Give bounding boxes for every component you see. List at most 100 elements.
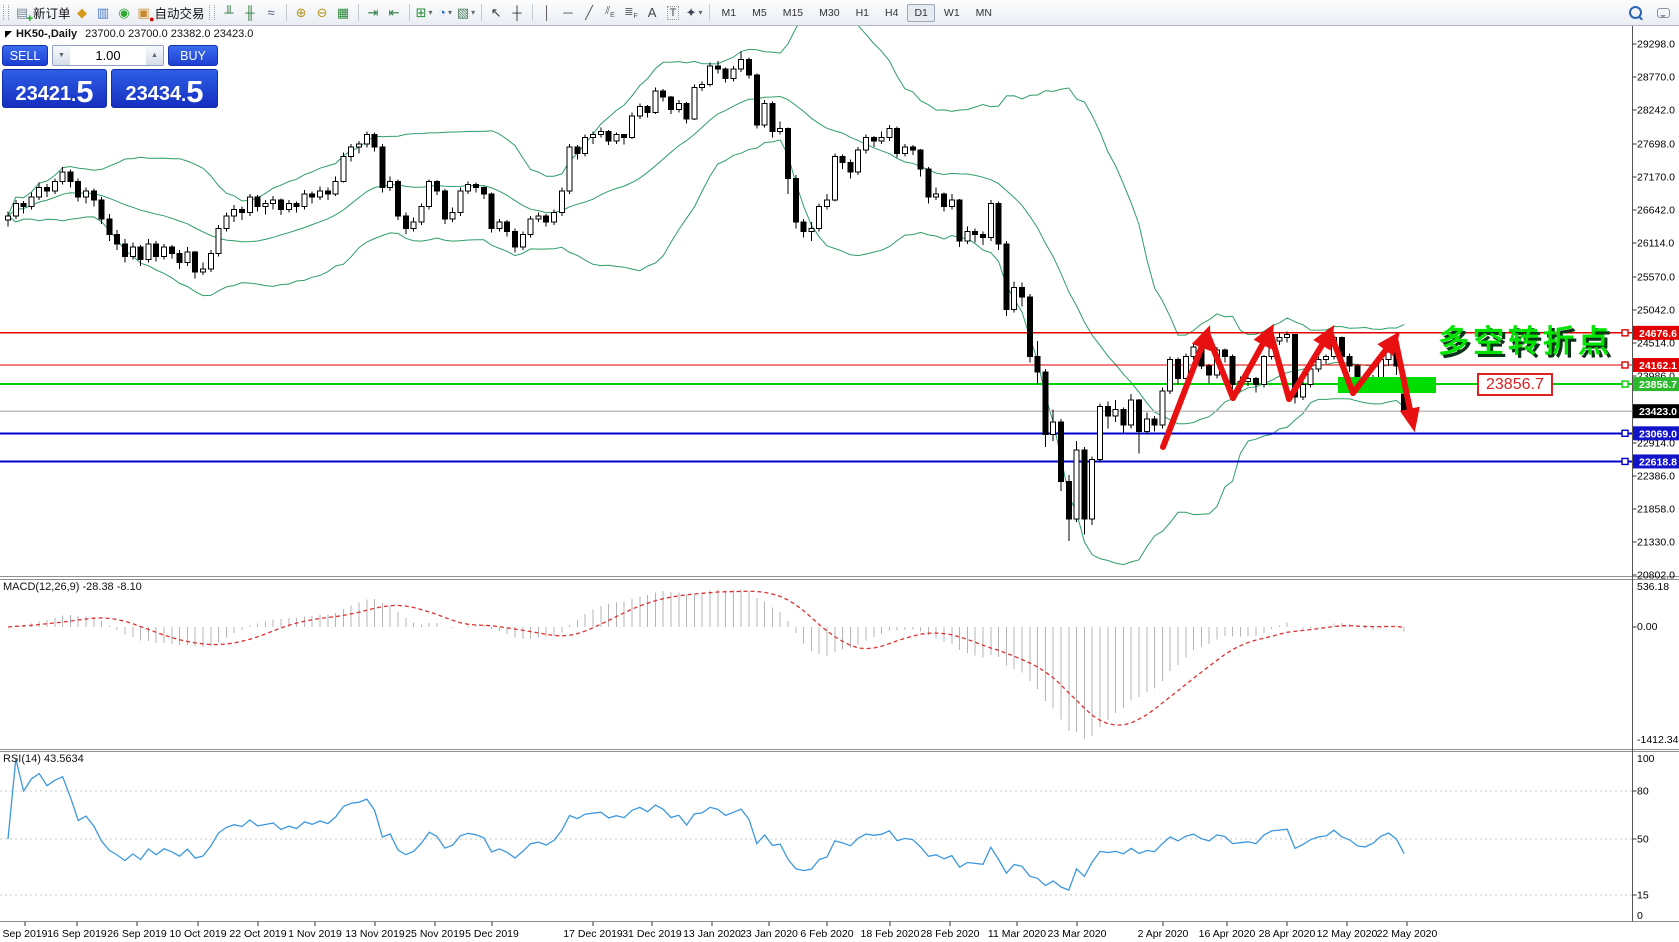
line-object-marker[interactable] — [1621, 329, 1629, 337]
market-watch-button[interactable]: ▥ — [94, 3, 113, 22]
timeframe-button-D1[interactable]: D1 — [907, 3, 935, 22]
price-axis-tick-label: 20802.0 — [1637, 570, 1675, 582]
candle-body — [215, 227, 222, 254]
candle-body — [1292, 334, 1298, 398]
price-line-label: 24676.6 — [1639, 328, 1677, 340]
trend-arrow-annotation[interactable] — [1327, 329, 1356, 396]
timeframe-button-M5[interactable]: M5 — [752, 6, 767, 19]
candle-body — [730, 68, 737, 79]
buy-price[interactable]: 23434 . 5 — [111, 69, 218, 108]
timeframe-button-M1[interactable]: M1 — [721, 6, 737, 19]
crosshair-button[interactable]: ┼ — [508, 3, 527, 22]
line-chart-button[interactable]: ≈ — [262, 3, 281, 22]
auto-scroll-button[interactable]: ⇥ — [364, 3, 383, 22]
candle-body — [605, 130, 612, 142]
zoom-in-button[interactable]: ⊕ — [292, 3, 311, 22]
candle-body — [293, 202, 300, 207]
chart-shift-button[interactable]: ⇤ — [385, 3, 404, 22]
timeframe-button-W1[interactable]: W1 — [943, 6, 960, 19]
candle-body — [90, 190, 97, 201]
channel-button[interactable]: ⫽E — [601, 3, 620, 22]
date-axis-label: 23 Mar 2020 — [1048, 928, 1107, 940]
rsi-indicator-label: RSI(14) 43.5634 — [3, 753, 84, 765]
candle-body — [1042, 371, 1049, 435]
candle-body — [863, 137, 869, 151]
indicators-icon: ⊞ — [415, 4, 427, 20]
timeframe-button-MN[interactable]: MN — [975, 6, 992, 19]
candle-body — [122, 243, 128, 257]
search-button[interactable] — [1626, 3, 1645, 22]
line-object-marker[interactable] — [1621, 361, 1629, 369]
candlestick-chart-button[interactable]: ╫ — [241, 3, 260, 22]
toolbar-drag-handle[interactable] — [208, 5, 215, 20]
candle-body — [28, 196, 35, 207]
templates-button[interactable]: ▧ ▾ — [456, 4, 476, 20]
date-axis-label: 28 Feb 2020 — [921, 928, 980, 940]
new-order-button[interactable]: ▤ + 新订单 — [14, 3, 71, 25]
arrows-button[interactable]: ✦ ▾ — [685, 4, 703, 20]
buy-button[interactable]: BUY — [168, 45, 218, 66]
profile-button[interactable]: ◆ — [73, 3, 92, 22]
candle-body — [262, 202, 269, 207]
vertical-line-button[interactable]: │ — [538, 3, 557, 22]
text-label-icon: T — [666, 5, 680, 20]
tile-windows-button[interactable]: ▦ — [334, 3, 353, 22]
text-label-button[interactable]: T — [664, 3, 683, 22]
cursor-button[interactable]: ↖ — [487, 3, 506, 22]
bar-chart-button[interactable]: ╨ — [220, 3, 239, 22]
line-object-marker[interactable] — [1621, 457, 1629, 466]
turning-point-annotation[interactable]: 多空转折点 — [1438, 324, 1613, 359]
candle-body — [1104, 405, 1111, 417]
signal-button[interactable]: ◉ — [115, 3, 134, 22]
candle-body — [176, 252, 183, 264]
trend-arrow-annotation[interactable] — [1204, 330, 1236, 401]
fibonacci-button[interactable]: ≣F — [622, 3, 641, 22]
sell-button[interactable]: SELL — [2, 45, 48, 66]
auto-trading-button[interactable]: ▣ ● 自动交易 — [136, 3, 204, 24]
chat-button[interactable] — [1647, 3, 1670, 22]
trend-arrow-annotation[interactable] — [1392, 335, 1420, 433]
candle-body — [1253, 377, 1259, 385]
text-icon: A — [647, 5, 657, 20]
horizontal-line-button[interactable]: ─ — [559, 3, 578, 22]
timeframe-button-H4[interactable]: H4 — [885, 6, 899, 19]
line-object-marker[interactable] — [1621, 380, 1629, 388]
candle-body — [1143, 418, 1150, 432]
volume-increase-button[interactable]: ▲ — [146, 46, 163, 65]
volume-decrease-button[interactable]: ▼ — [53, 46, 70, 65]
candle-body — [1182, 355, 1189, 379]
timeframe-button-H1[interactable]: H1 — [855, 6, 870, 19]
candle-body — [746, 59, 752, 76]
trend-arrow-annotation[interactable] — [1230, 323, 1275, 401]
candle-body — [738, 59, 745, 70]
candle-body — [106, 218, 113, 235]
volume-input[interactable]: 1.00 — [95, 48, 121, 63]
candle-body — [192, 251, 199, 273]
sell-price[interactable]: 23421 . 5 — [2, 69, 107, 108]
candle-body — [340, 155, 347, 182]
candle-body — [964, 230, 971, 242]
text-button[interactable]: A — [643, 3, 662, 22]
indicators-button[interactable]: ⊞ ▾ — [415, 4, 433, 20]
candle-body — [831, 155, 838, 201]
toolbar-drag-handle[interactable] — [3, 5, 9, 20]
price-axis-tick-label: 27698.0 — [1637, 139, 1675, 151]
timeframe-button-M30[interactable]: M30 — [819, 6, 840, 19]
trend-arrow-annotation[interactable] — [1267, 328, 1292, 402]
trend-arrow-annotation[interactable] — [1286, 324, 1335, 402]
candle-body — [574, 146, 581, 154]
price-tag-annotation[interactable]: 23856.7 — [1477, 373, 1553, 396]
candle-body — [761, 102, 768, 126]
chat-icon — [1657, 7, 1670, 18]
trend-arrow-annotation[interactable] — [1350, 331, 1401, 396]
zoom-out-button[interactable]: ⊖ — [313, 3, 332, 22]
trendline-button[interactable]: ╱ — [580, 3, 599, 22]
rsi-axis-label: 100 — [1637, 753, 1655, 765]
periods-button[interactable]: ◔ ▾ — [438, 5, 452, 20]
timeframe-button-M15[interactable]: M15 — [782, 6, 804, 19]
line-object-marker[interactable] — [1621, 429, 1629, 438]
price-axis-tick-label: 26114.0 — [1637, 238, 1674, 250]
trend-arrow-annotation[interactable] — [1160, 325, 1211, 450]
